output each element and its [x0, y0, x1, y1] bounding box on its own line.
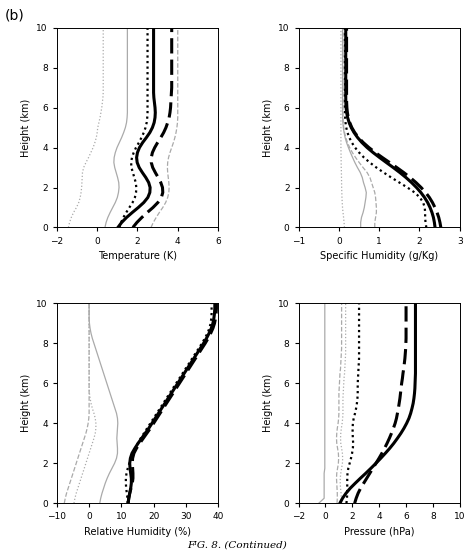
X-axis label: Relative Humidity (%): Relative Humidity (%)	[84, 527, 191, 537]
X-axis label: Pressure (hPa): Pressure (hPa)	[344, 527, 414, 537]
X-axis label: Specific Humidity (g/Kg): Specific Humidity (g/Kg)	[320, 251, 438, 261]
X-axis label: Temperature (K): Temperature (K)	[98, 251, 177, 261]
Y-axis label: Height (km): Height (km)	[263, 98, 273, 156]
Y-axis label: Height (km): Height (km)	[21, 374, 31, 432]
Text: FᴵG. 8. (Continued): FᴵG. 8. (Continued)	[187, 540, 287, 550]
Y-axis label: Height (km): Height (km)	[263, 374, 273, 432]
Y-axis label: Height (km): Height (km)	[21, 98, 31, 156]
Text: (b): (b)	[5, 8, 25, 22]
